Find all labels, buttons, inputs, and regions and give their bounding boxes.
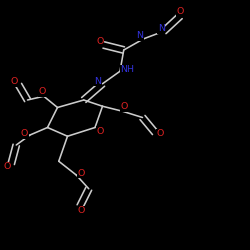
Text: O: O	[78, 206, 85, 215]
Text: O: O	[176, 7, 184, 16]
Text: O: O	[77, 168, 84, 177]
Text: O: O	[96, 38, 104, 46]
Text: O: O	[157, 129, 164, 138]
Text: O: O	[21, 129, 28, 138]
Text: O: O	[97, 127, 104, 136]
Text: N: N	[94, 77, 102, 86]
Text: O: O	[10, 78, 18, 86]
Text: O: O	[3, 162, 10, 171]
Text: O: O	[39, 87, 46, 96]
Text: N: N	[136, 31, 143, 40]
Text: NH: NH	[120, 66, 134, 74]
Text: O: O	[120, 102, 128, 111]
Text: N: N	[158, 24, 165, 33]
